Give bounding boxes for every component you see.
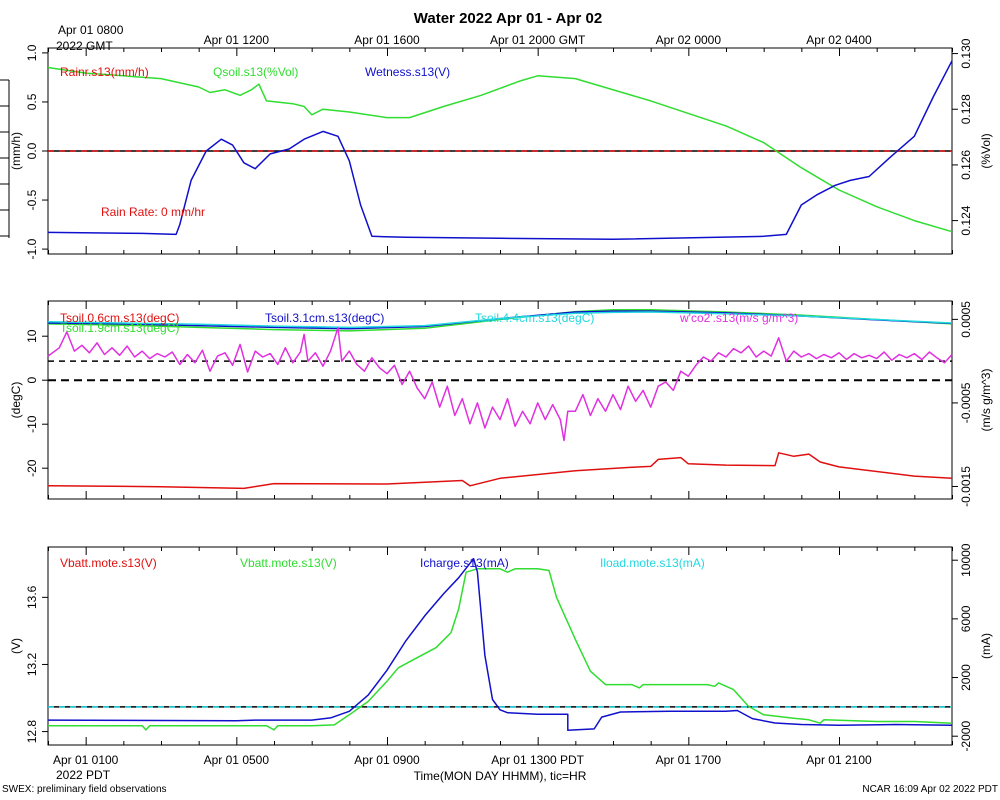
bottom-axis-label: Apr 01 1700: [656, 753, 722, 767]
footer-timestamp: NCAR 16:09 Apr 02 2022 PDT: [862, 784, 998, 795]
legend-entry: Iload.mote.s13(mA): [600, 556, 705, 570]
legend-entry: Tsoil.4.4cm.s13(degC): [475, 311, 594, 325]
legend-entry: Vbatt.mote.s13(V): [60, 556, 157, 570]
left-y-tick-label: 0.5: [25, 93, 39, 110]
top-axis-label: Apr 01 1200: [204, 33, 270, 47]
series-line-w-co2-s13-m-s-g-m-3-: [47, 326, 953, 442]
left-y-axis-label: (degC): [9, 382, 23, 419]
x-axis-label: Time(MON DAY HHMM), tic=HR: [414, 769, 587, 783]
series-line-vbatt-mote-s13-v-: [48, 568, 953, 731]
left-y-tick-label: 13.2: [25, 652, 39, 676]
left-y-tick-label: 10: [25, 329, 39, 343]
left-y-tick-label: -1.0: [25, 238, 39, 259]
legend-entry: Icharge.s13(mA): [420, 556, 509, 570]
legend-entry: Tsoil.3.1cm.s13(degC): [265, 311, 384, 325]
bottom-axis-label: Apr 01 2100: [806, 753, 872, 767]
top-axis-label: Apr 01 1600: [354, 33, 420, 47]
right-y-tick-label: 0.0005: [959, 301, 973, 338]
panel-power: 12.8 13.2 13.6 (V) -2000 2000 6000 10000 (mA) Vba…: [9, 543, 993, 751]
left-y-tick-label: 1.0: [25, 44, 39, 61]
series-line-tsoil-4-4cm-s13-degc-: [47, 311, 953, 329]
right-y-tick-label: 10000: [959, 543, 973, 577]
top-axis-label: Apr 02 0000: [656, 33, 722, 47]
legend-entry: Tsoil.1.9cm.s13(degC): [60, 321, 179, 335]
top-axis-label: Apr 02 0400: [806, 33, 872, 47]
rain-rate-annotation: Rain Rate: 0 mm/hr: [101, 205, 205, 219]
right-y-axis-label: (mA): [979, 633, 993, 659]
left-y-axis-label: (mm/h): [9, 132, 23, 170]
right-y-tick-label: 6000: [959, 605, 973, 632]
left-y-tick-label: -10: [25, 415, 39, 433]
series-line-wetness-s13-v-: [47, 60, 953, 241]
top-axis-label: Apr 01 2000 GMT: [490, 33, 586, 47]
left-y-tick-label: 12.8: [25, 720, 39, 744]
legend-entry: w'co2'.s13(m/s g/m^3): [679, 311, 798, 325]
legend-entry: Vbatt.mote.s13(V): [240, 556, 337, 570]
right-y-tick-label: -0.0005: [959, 382, 973, 423]
series-line-tsoil-0-6cm-s13-degc-: [47, 452, 953, 490]
left-y-tick-label: 13.6: [25, 585, 39, 609]
bottom-axis-label: Apr 01 0100: [53, 753, 119, 767]
legend-entry: Qsoil.s13(%Vol): [213, 65, 298, 79]
left-y-tick-label: 0.0: [25, 142, 39, 159]
right-y-tick-label: 2000: [959, 664, 973, 691]
right-y-axis-label: (m/s g/m^3): [979, 369, 993, 432]
panel-water: -1.0 -0.5 0.0 0.5 1.0 (mm/h) 0.124 0.126 0.128 0.…: [9, 38, 993, 259]
bottom-axis-label: Apr 01 1300 PDT: [491, 753, 584, 767]
right-y-tick-label: -2000: [959, 721, 973, 752]
footer-note: SWEX: preliminary field observations: [2, 784, 167, 795]
right-y-axis-label: (%Vol): [979, 133, 993, 168]
left-y-tick-label: -0.5: [25, 189, 39, 210]
panels: -1.0 -0.5 0.0 0.5 1.0 (mm/h) 0.124 0.126 0.128 0.…: [9, 33, 993, 767]
bottom-axis-label: Apr 01 0500: [204, 753, 270, 767]
right-y-tick-label: -0.0015: [959, 466, 973, 507]
panel-soil-temperature: -20 -10 0 10 (degC) -0.0015 -0.0005 0.0005 (m/s …: [9, 300, 993, 507]
legend-entry: Wetness.s13(V): [365, 65, 450, 79]
left-y-tick-label: -20: [25, 459, 39, 477]
right-y-tick-label: 0.124: [959, 205, 973, 235]
left-y-axis-label: (V): [9, 638, 23, 654]
right-y-tick-label: 0.128: [959, 94, 973, 124]
right-y-tick-label: 0.126: [959, 150, 973, 180]
series-line-icharge-s13-ma-: [47, 557, 953, 732]
top-axis-first-label-line2: 2022 GMT: [56, 39, 113, 53]
legend-entry: Rainr.s13(mm/h): [60, 65, 149, 79]
top-axis-first-label-line1: Apr 01 0800: [58, 23, 124, 37]
left-y-tick-label: 0: [25, 377, 39, 384]
chart-title: Water 2022 Apr 01 - Apr 02: [414, 10, 602, 27]
left-margin-ticks: [0, 79, 10, 238]
bottom-axis-label: Apr 01 0900: [354, 753, 420, 767]
bottom-axis-year-label: 2022 PDT: [56, 768, 111, 782]
series-line-qsoil-s13-vol-: [47, 66, 953, 233]
right-y-tick-label: 0.130: [959, 38, 973, 68]
legend-entry: Tsoil.0.6cm.s13(degC): [60, 311, 179, 325]
